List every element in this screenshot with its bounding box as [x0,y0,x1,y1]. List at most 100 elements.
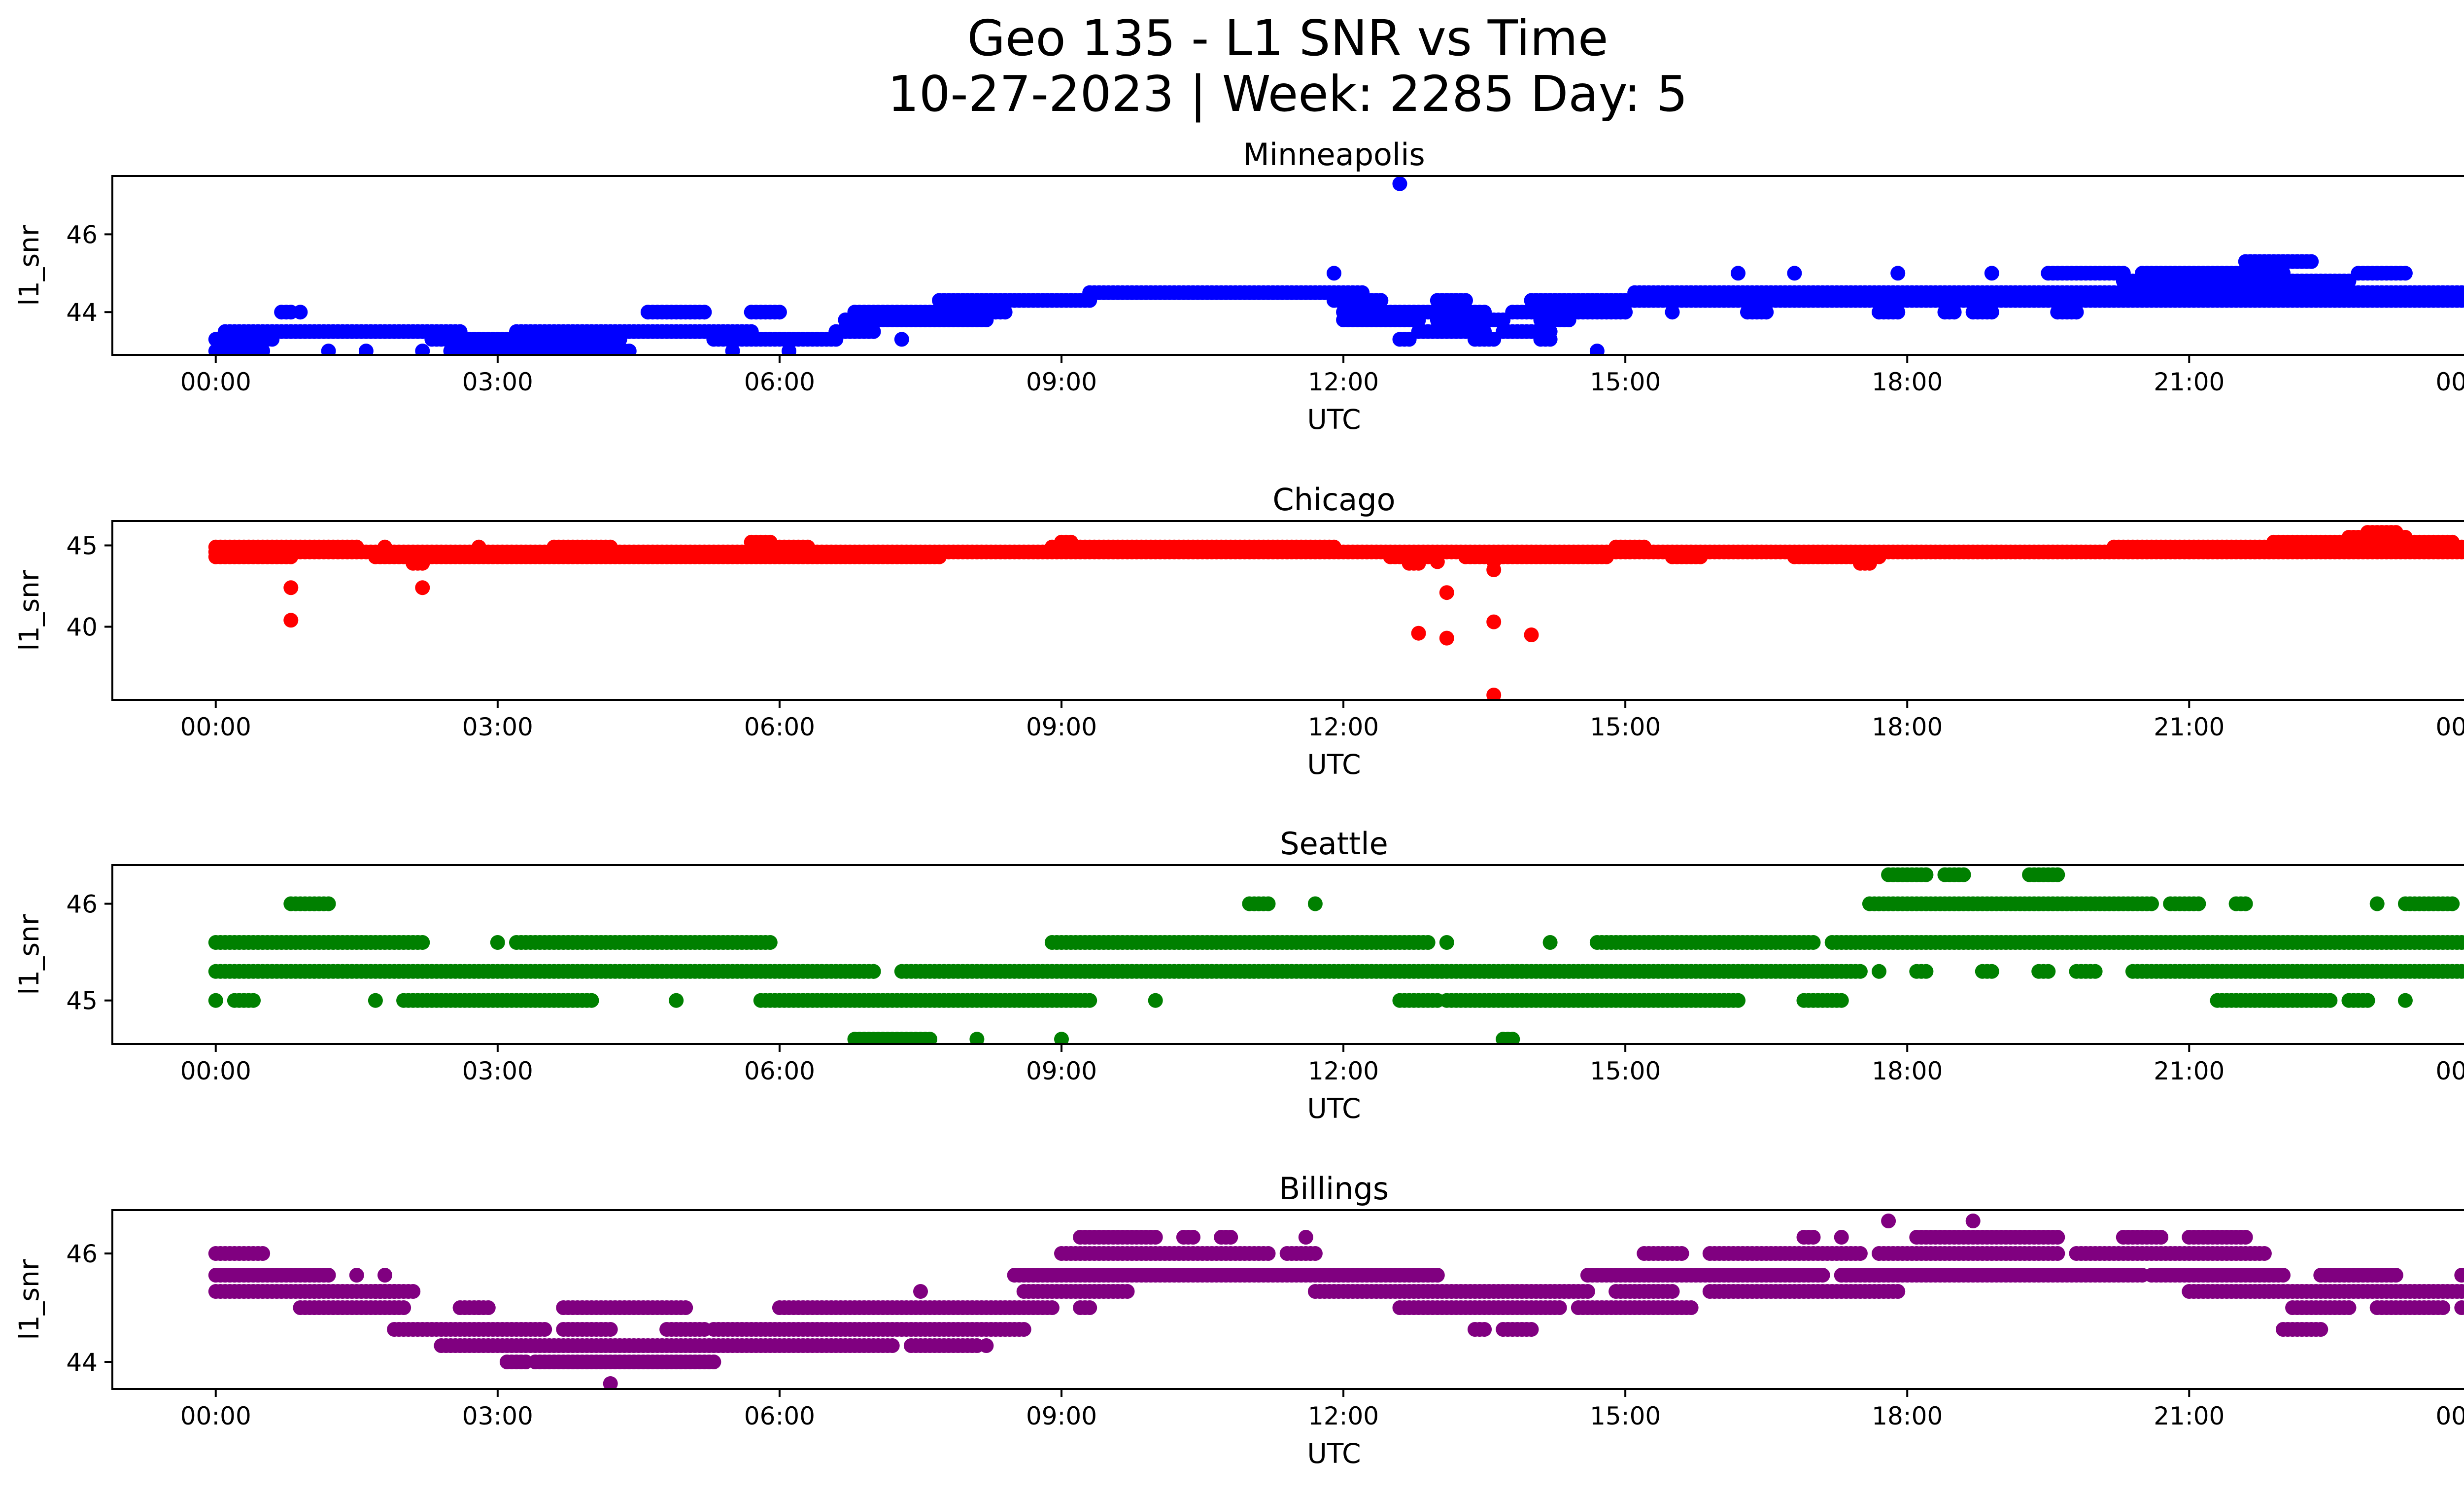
x-tick-label: 00:00 [2435,1402,2464,1430]
scatter-point [1834,1230,1849,1245]
scatter-point [2276,1268,2291,1283]
scatter-point [1881,1214,1896,1228]
scatter-point [2388,1268,2403,1283]
scatter-point [1674,1246,1689,1261]
scatter-point [706,1355,721,1369]
figure-title-line1: Geo 135 - L1 SNR vs Time [967,9,1608,67]
scatter-point [1918,867,1934,882]
x-tick-label: 00:00 [180,1057,251,1085]
x-tick-label: 15:00 [1590,1402,1661,1430]
x-tick-label: 18:00 [1872,368,1943,396]
scatter-point [1458,293,1473,308]
scatter-point [2050,867,2065,882]
scatter-point [2069,305,2084,320]
x-tick-label: 00:00 [180,1402,251,1430]
scatter-point [969,1032,985,1044]
scatter-point [913,1284,928,1299]
y-axis-label: l1_snr [13,225,45,306]
x-tick-label: 21:00 [2154,1057,2224,1085]
scatter-point [1477,324,1492,339]
scatter-point [762,935,778,950]
scatter-point [1477,305,1492,320]
scatter-point [621,344,637,355]
scatter-point [1307,896,1323,911]
scatter-point [1148,1230,1163,1245]
scatter-point [2050,1246,2065,1261]
scatter-point [349,539,364,555]
scatter-point [377,539,392,555]
scatter-point [1637,539,1652,555]
scatter-point [584,993,599,1008]
x-axis-label: UTC [1307,1438,1361,1469]
scatter-point [2191,896,2206,911]
scatter-point [2445,896,2460,911]
x-tick-label: 21:00 [2154,368,2224,396]
scatter-point [2435,1300,2451,1315]
scatter-point [1148,993,1163,1008]
scatter-point [1806,935,1821,950]
scatter-point [2238,1230,2253,1245]
scatter-point [2144,896,2159,911]
scatter-point [321,1268,336,1283]
scatter-point [2154,1230,2169,1245]
x-tick-label: 15:00 [1590,713,1661,741]
scatter-point [1223,1230,1238,1245]
x-tick-label: 09:00 [1026,713,1097,741]
scatter-point [2360,993,2375,1008]
scatter-point [1477,1322,1492,1337]
x-tick-label: 18:00 [1872,1057,1943,1085]
scatter-point [772,305,787,320]
y-tick-label: 46 [66,220,98,249]
scatter-point [471,539,486,555]
x-tick-label: 03:00 [462,713,533,741]
scatter-point [1665,305,1680,320]
y-axis-label: l1_snr [13,570,45,651]
scatter-point [1852,1246,1868,1261]
scatter-point [1411,626,1426,641]
scatter-point [1542,324,1558,339]
scatter-point [2459,935,2464,950]
x-tick-label: 06:00 [744,1402,815,1430]
scatter-point [1787,266,1802,281]
scatter-point [744,324,759,339]
scatter-point [1430,554,1445,569]
scatter-series [208,176,2464,355]
scatter-point [678,1300,693,1315]
scatter-point [885,1338,900,1353]
scatter-point [321,896,336,911]
scatter-point [396,1300,411,1315]
y-tick-label: 44 [66,1348,98,1377]
scatter-point [1016,1322,1031,1337]
scatter-point [1815,1268,1830,1283]
scatter-point [1186,1230,1200,1245]
scatter-point [866,324,881,339]
scatter-point [2088,964,2103,979]
scatter-point [2459,540,2464,555]
x-tick-label: 18:00 [1872,713,1943,741]
scatter-point [1965,1214,1981,1228]
scatter-series [208,1214,2464,1389]
scatter-point [1327,539,1341,555]
scatter-point [1984,305,1999,320]
scatter-point [2459,285,2464,300]
scatter-point [866,964,881,979]
scatter-point [415,556,430,571]
scatter-point [1984,964,1999,979]
scatter-point [603,1322,618,1337]
scatter-point [1890,1284,1906,1299]
scatter-point [997,305,1013,320]
panel-title: Chicago [1272,482,1395,518]
x-tick-label: 15:00 [1590,368,1661,396]
scatter-point [1505,1032,1520,1044]
scatter-point [415,580,430,595]
scatter-point [2050,1230,2065,1245]
panel-title: Seattle [1280,826,1388,862]
scatter-point [1420,935,1436,950]
scatter-point [1486,688,1502,700]
scatter-point [1298,1230,1313,1245]
scatter-point [603,1376,618,1389]
x-tick-label: 12:00 [1308,1402,1379,1430]
